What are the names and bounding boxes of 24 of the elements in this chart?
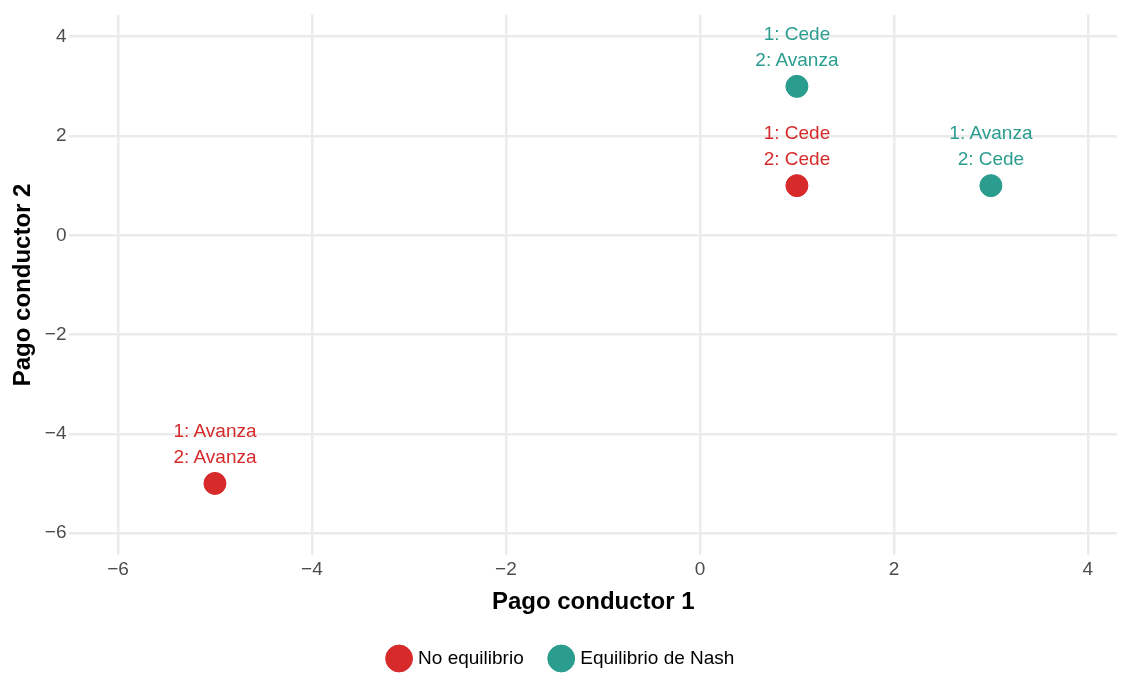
y-tick-label: 0	[55, 223, 67, 245]
y-tick-label: 4	[55, 24, 67, 46]
annotation: 1: Avanza 2: Avanza	[173, 419, 257, 467]
x-tick-label: 2	[888, 558, 900, 580]
x-tick-label: −2	[495, 558, 517, 580]
y-axis-title: Pago conductor 2	[8, 183, 36, 387]
x-axis-title: Pago conductor 1	[491, 587, 695, 615]
annotation: 1: Cede 2: Cede	[763, 121, 831, 169]
y-tick-label: −2	[44, 322, 67, 344]
legend-label: Equilibrio de Nash	[580, 646, 735, 668]
y-tick-label: 2	[55, 124, 67, 146]
point	[203, 471, 227, 495]
annotation: 1: Avanza 2: Cede	[949, 121, 1033, 169]
x-tick-label: 4	[1082, 558, 1094, 580]
point	[979, 174, 1003, 198]
annotation: 1: Cede 2: Avanza	[755, 22, 839, 70]
x-tick-label: −6	[107, 558, 129, 580]
legend-label: No equilibrio	[418, 646, 524, 668]
point	[785, 174, 809, 198]
point	[785, 74, 809, 98]
y-tick-label: −6	[44, 521, 67, 543]
y-tick-label: −4	[44, 422, 67, 444]
x-tick-label: 0	[694, 558, 706, 580]
x-tick-label: −4	[301, 558, 324, 580]
